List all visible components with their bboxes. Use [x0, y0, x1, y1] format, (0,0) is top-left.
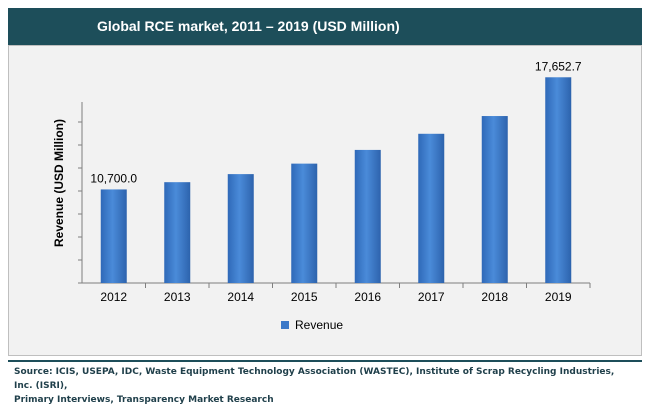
bar-2015 — [291, 163, 318, 283]
x-tick-label-2014: 2014 — [227, 290, 254, 304]
bar-2014 — [227, 174, 254, 283]
source-line-1: Source: ICIS, USEPA, IDC, Waste Equipmen… — [14, 367, 615, 391]
data-label-2012: 10,700.0 — [90, 171, 137, 185]
x-tick-label-2013: 2013 — [164, 290, 191, 304]
x-tick-label-2018: 2018 — [481, 290, 508, 304]
data-label-2019: 17,652.7 — [535, 59, 582, 73]
x-tick-label-2015: 2015 — [291, 290, 318, 304]
source-note: Source: ICIS, USEPA, IDC, Waste Equipmen… — [14, 365, 634, 407]
bar-2016 — [354, 149, 381, 283]
x-tick-label-2016: 2016 — [354, 290, 381, 304]
x-tick-label-2012: 2012 — [100, 290, 127, 304]
source-divider — [8, 360, 642, 362]
bar-2012 — [100, 189, 127, 283]
x-tick-label-2017: 2017 — [418, 290, 445, 304]
legend-swatch — [281, 321, 289, 329]
title-bar: Global RCE market, 2011 – 2019 (USD Mill… — [8, 8, 642, 45]
bar-2019 — [545, 77, 572, 283]
source-line-2: Primary Interviews, Transparency Market … — [14, 395, 274, 405]
legend-label: Revenue — [295, 318, 343, 332]
bar-2018 — [481, 116, 508, 283]
chart-title: Global RCE market, 2011 – 2019 (USD Mill… — [97, 18, 400, 34]
x-tick-label-2019: 2019 — [545, 290, 572, 304]
y-axis-label: Revenue (USD Million) — [52, 119, 66, 247]
bar-2017 — [418, 133, 445, 283]
bar-2013 — [164, 182, 191, 283]
